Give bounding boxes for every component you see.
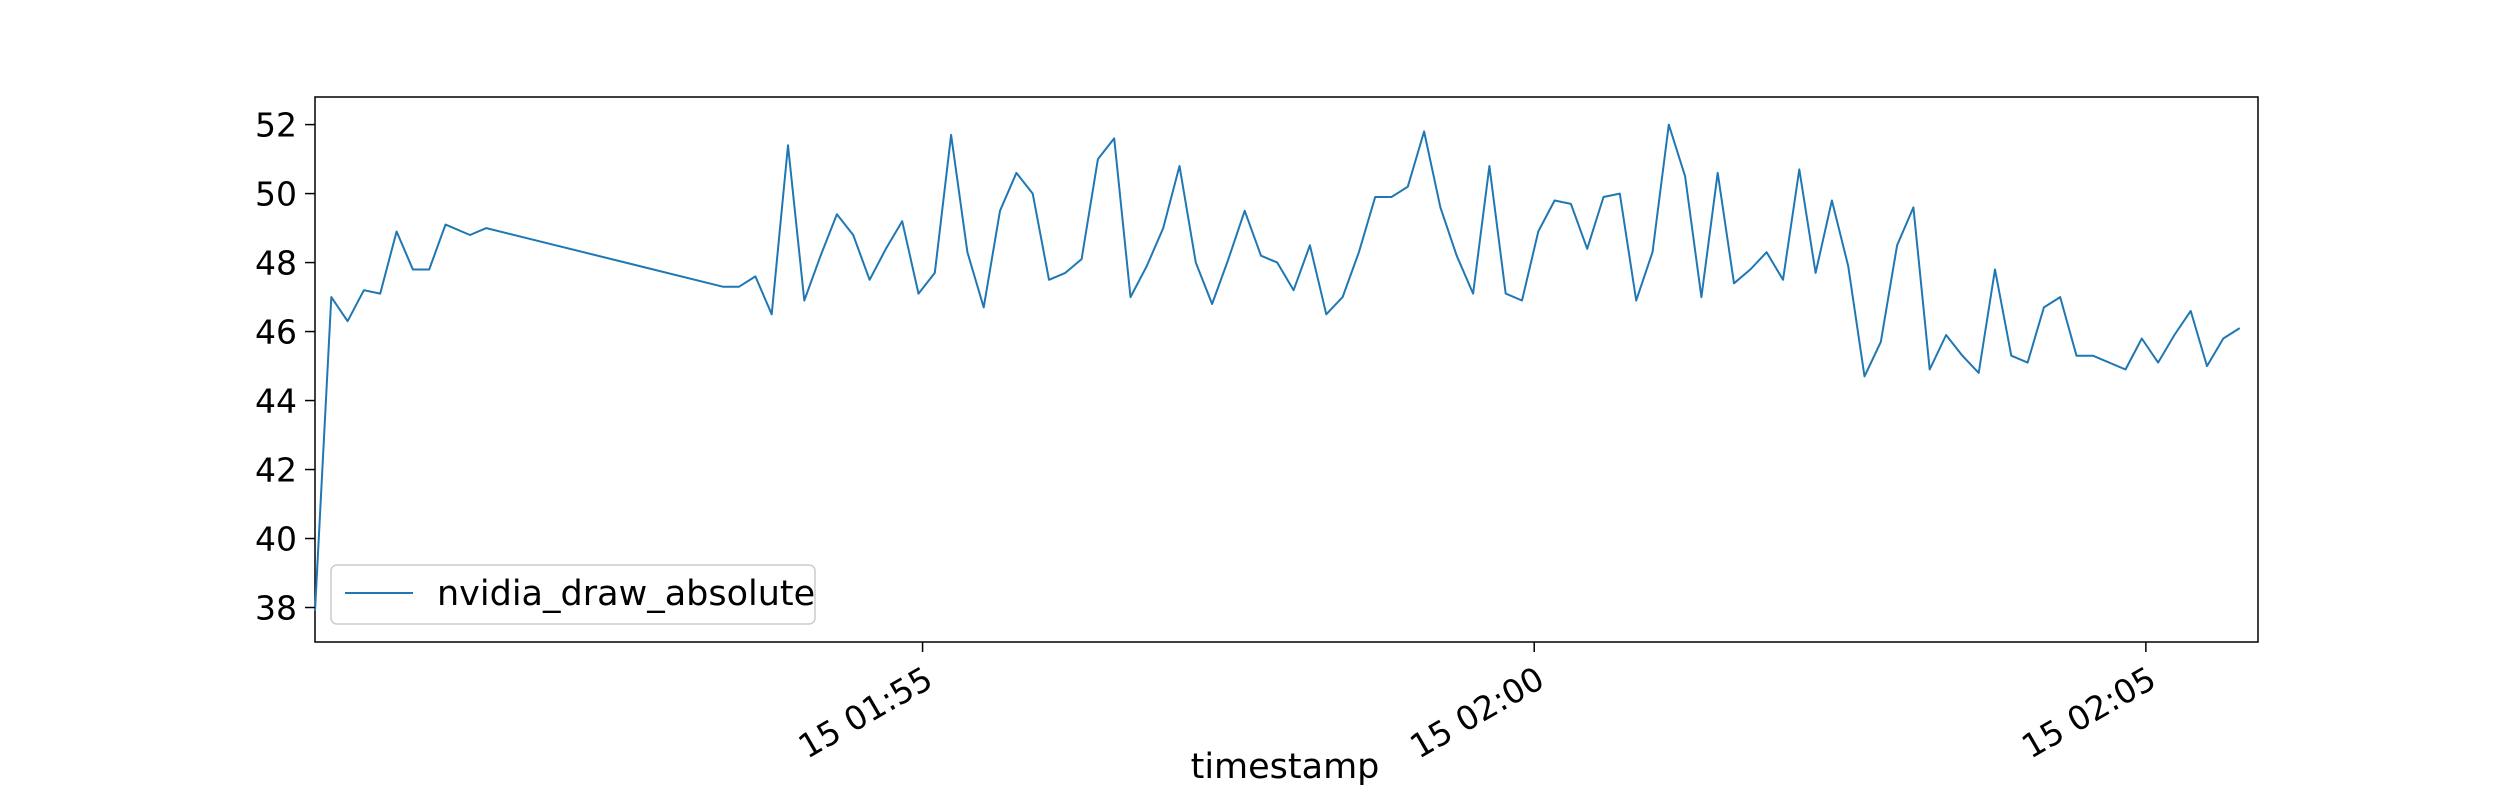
- y-tick-label: 42: [255, 451, 297, 490]
- plot-border: [314, 96, 2259, 643]
- y-tick-label: 50: [255, 175, 297, 214]
- x-tick-label: 15 01:55: [792, 659, 939, 767]
- series-layer: [314, 123, 2241, 612]
- y-axis: 38 40 42 44 46 48 50 52: [255, 106, 315, 628]
- x-tick-label: 15 02:05: [2015, 659, 2162, 767]
- y-tick-label: 44: [255, 382, 297, 421]
- y-tick-label: 48: [255, 244, 297, 283]
- legend: nvidia_draw_absolute: [330, 564, 816, 625]
- legend-label: nvidia_draw_absolute: [437, 574, 815, 614]
- x-axis-title: timestamp: [1191, 747, 1380, 787]
- x-tick-label: 15 02:00: [1403, 659, 1550, 767]
- y-tick-label: 52: [255, 106, 297, 145]
- y-tick-label: 46: [255, 313, 297, 352]
- x-axis: 15 01:55 15 02:00 15 02:05: [792, 642, 2162, 767]
- y-tick-label: 38: [255, 589, 297, 628]
- plot-area: [314, 96, 2259, 643]
- series-line-0: [314, 123, 2241, 612]
- y-tick-label: 40: [255, 520, 297, 559]
- legend-box: [330, 564, 816, 625]
